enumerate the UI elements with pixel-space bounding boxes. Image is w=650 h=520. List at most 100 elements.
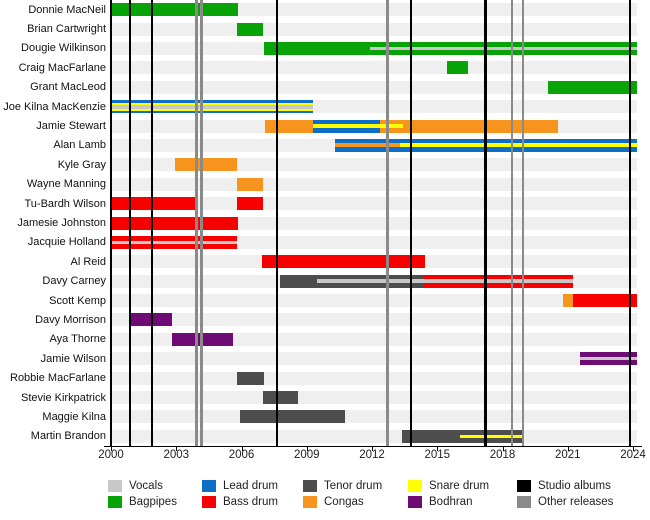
other-release-line (510, 0, 513, 446)
x-axis-tick (111, 446, 112, 451)
x-axis-tick-label: 2003 (163, 449, 190, 461)
timeline-bar (111, 3, 239, 17)
bar-layer-bass_drum (111, 216, 239, 230)
bar-layer-congas (380, 128, 404, 133)
member-name-label: Joe Kilna MacKenzie (3, 100, 106, 113)
bar-layer-lead_drum (400, 147, 637, 152)
legend-swatch-bodhran (408, 496, 422, 508)
x-axis-tick (633, 446, 634, 451)
studio-album-line (628, 0, 632, 446)
timeline-bar (264, 119, 314, 133)
timeline-bar (313, 119, 381, 133)
bar-layer-snare_drum (313, 124, 381, 129)
bar-layer-congas (380, 119, 404, 125)
bar-layer-snare_drum (400, 143, 637, 148)
timeline-bar (236, 371, 265, 385)
legend-swatch-bass_drum (202, 496, 216, 508)
x-axis-tick (306, 446, 308, 451)
bar-overlay-vocals (111, 240, 237, 245)
member-name-label: Aya Thorne (49, 333, 106, 346)
row-track (111, 410, 637, 424)
timeline-bar (573, 294, 637, 308)
legend-label-bodhran: Bodhran (429, 496, 473, 508)
bar-layer-bass_drum (261, 255, 426, 269)
bar-layer-lead_drum (111, 100, 314, 103)
timeline-bar (236, 177, 264, 191)
member-name-label: Jamie Wilson (40, 352, 106, 365)
member-name-label: Martin Brandon (30, 430, 106, 443)
member-name-label: Scott Kemp (49, 294, 106, 307)
member-name-label: Dougie Wilkinson (21, 42, 106, 55)
other-release-line (386, 0, 389, 446)
other-release-line (521, 0, 525, 446)
other-release-line (200, 0, 203, 446)
y-axis-line (110, 0, 112, 446)
bar-layer-bagpipes (236, 22, 264, 36)
bar-layer-tenor_drum (239, 410, 346, 424)
bar-layer-snare_drum (111, 102, 314, 105)
bar-layer-bass_drum (236, 197, 264, 211)
x-axis-tick (241, 446, 243, 451)
row-track (111, 332, 637, 346)
bar-overlay-vocals (316, 279, 574, 283)
legend-swatch-lead_drum (202, 480, 216, 492)
bar-layer-congas (264, 119, 314, 133)
bar-overlay-vocals (579, 356, 637, 361)
studio-album-line (409, 0, 413, 446)
x-axis-tick-label: 2024 (620, 449, 646, 461)
bar-layer-bagpipes (446, 61, 469, 75)
bar-layer-tenor_drum (236, 371, 265, 385)
x-axis-tick (437, 446, 439, 451)
studio-album-line (128, 0, 132, 446)
legend-label-congas: Congas (324, 496, 364, 508)
row-track (111, 80, 637, 94)
member-name-label: Robbie MacFarlane (10, 372, 106, 385)
member-name-label: Jacquie Holland (27, 236, 106, 249)
x-axis-tick-label: 2009 (293, 449, 320, 461)
timeline-bar (111, 197, 199, 211)
x-axis-tick-label: 2015 (424, 449, 451, 461)
timeline-bar (261, 255, 426, 269)
row-track (111, 3, 637, 17)
member-name-label: Jamesie Johnston (17, 217, 106, 229)
other-release-line (195, 0, 198, 446)
bar-layer-snare_drum (111, 108, 314, 111)
bar-layer-lead_drum (400, 138, 637, 144)
bar-layer-bass_drum (573, 294, 637, 308)
member-name-label: Stevie Kirkpatrick (21, 391, 106, 404)
member-name-label: Davy Carney (42, 275, 106, 288)
studio-album-line (150, 0, 154, 446)
bar-overlay-snare_drum (460, 434, 524, 439)
legend-swatch-congas (303, 496, 317, 508)
x-axis-tick-label: 2000 (98, 449, 124, 461)
row-track (111, 177, 637, 191)
timeline-bar (174, 158, 237, 172)
bar-layer-lead_drum (335, 138, 401, 144)
member-name-label: Jamie Stewart (36, 120, 106, 133)
member-name-label: Wayne Manning (26, 178, 106, 191)
timeline-bar (400, 138, 637, 152)
x-axis-tick-label: 2021 (554, 449, 581, 461)
member-name-label: Grant MacLeod (30, 81, 106, 94)
timeline-bar (403, 119, 559, 133)
timeline-bar (380, 119, 404, 133)
timeline-bar (446, 61, 469, 75)
bar-layer-congas (236, 177, 264, 191)
bar-layer-bagpipes (548, 80, 637, 94)
row-track (111, 391, 637, 405)
timeline-bar (262, 391, 299, 405)
legend-swatch-vocals (108, 480, 122, 492)
bar-layer-lead_drum (335, 147, 401, 152)
bar-layer-lead_drum (313, 119, 381, 125)
bar-layer-bagpipes (111, 3, 239, 17)
legend-label-other_releases: Other releases (538, 496, 614, 508)
bar-layer-vocals (111, 104, 314, 109)
bar-layer-bass_drum (111, 197, 199, 211)
legend-label-bass_drum: Bass drum (223, 496, 278, 508)
member-name-label: Al Reid (70, 255, 106, 268)
timeline-bar (548, 80, 637, 94)
studio-album-line (484, 0, 487, 446)
row-track (111, 235, 637, 249)
bar-layer-congas (174, 158, 237, 172)
